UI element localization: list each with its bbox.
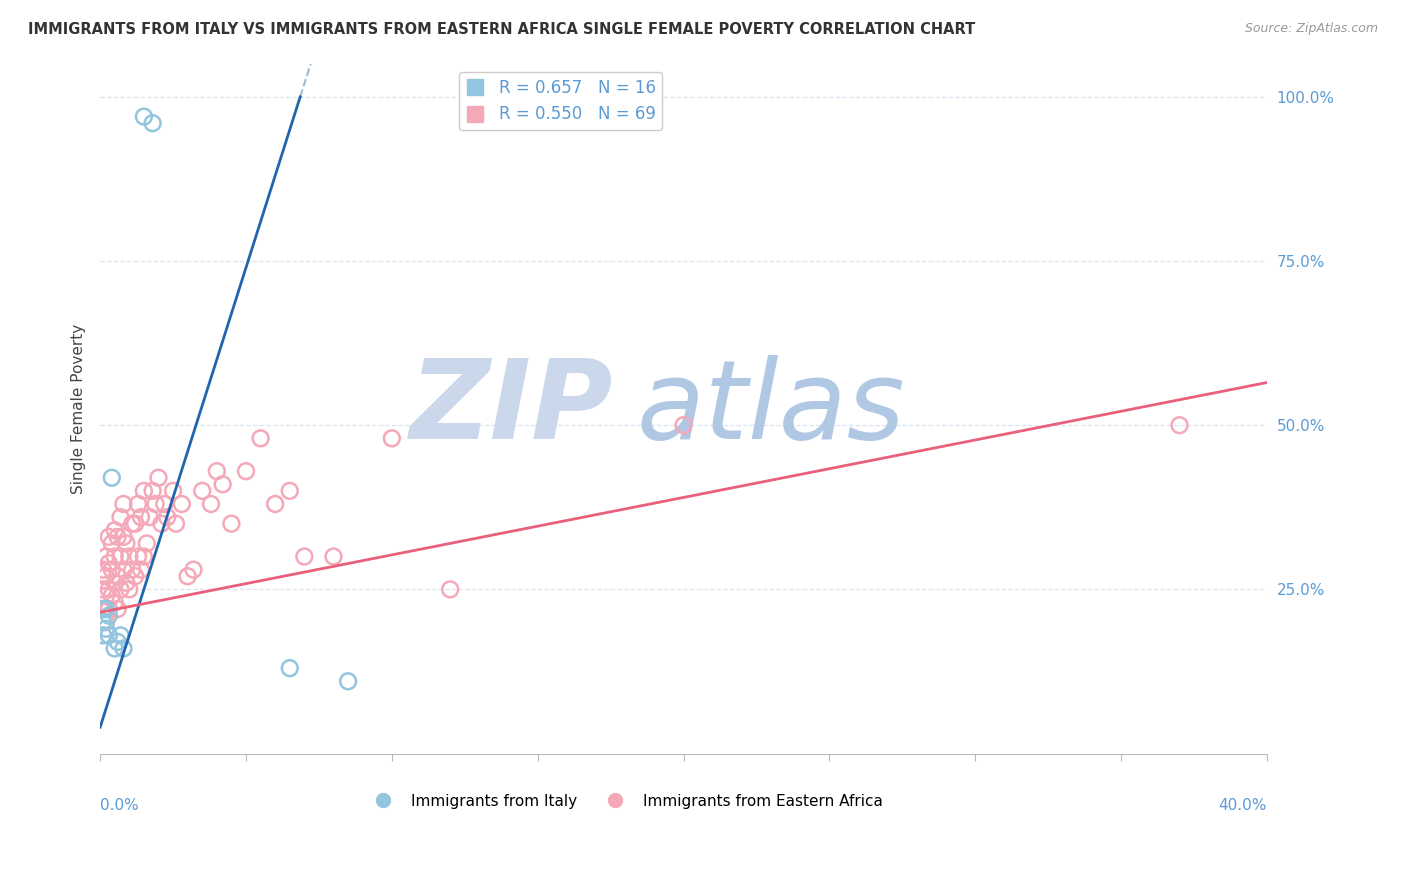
Point	[110, 628, 132, 642]
Text: ZIP: ZIP	[411, 355, 613, 462]
Point	[107, 530, 129, 544]
Point	[278, 483, 301, 498]
Point	[101, 536, 124, 550]
Point	[132, 549, 155, 564]
Point	[91, 628, 114, 642]
Point	[322, 549, 344, 564]
Point	[107, 569, 129, 583]
Point	[156, 510, 179, 524]
Text: Source: ZipAtlas.com: Source: ZipAtlas.com	[1244, 22, 1378, 36]
Point	[94, 615, 117, 630]
Point	[97, 582, 120, 597]
Point	[97, 608, 120, 623]
Point	[162, 483, 184, 498]
Point	[170, 497, 193, 511]
Point	[112, 641, 135, 656]
Point	[145, 497, 167, 511]
Point	[124, 516, 146, 531]
Point	[292, 549, 315, 564]
Point	[132, 110, 155, 124]
Point	[118, 582, 141, 597]
Point	[191, 483, 214, 498]
Point	[107, 635, 129, 649]
Point	[101, 471, 124, 485]
Point	[142, 483, 165, 498]
Point	[121, 563, 143, 577]
Point	[104, 523, 127, 537]
Text: 40.0%: 40.0%	[1219, 798, 1267, 814]
Point	[135, 536, 157, 550]
Point	[138, 510, 160, 524]
Point	[94, 602, 117, 616]
Point	[112, 563, 135, 577]
Point	[165, 516, 187, 531]
Point	[381, 431, 404, 445]
Point	[110, 582, 132, 597]
Point	[91, 602, 114, 616]
Point	[101, 563, 124, 577]
Point	[91, 615, 114, 630]
Point	[91, 563, 114, 577]
Point	[183, 563, 205, 577]
Point	[97, 556, 120, 570]
Point	[112, 530, 135, 544]
Point	[115, 536, 138, 550]
Point	[205, 464, 228, 478]
Point	[150, 516, 173, 531]
Point	[235, 464, 257, 478]
Point	[211, 477, 233, 491]
Point	[142, 116, 165, 130]
Point	[97, 602, 120, 616]
Point	[124, 569, 146, 583]
Point	[118, 549, 141, 564]
Point	[153, 497, 176, 511]
Point	[107, 602, 129, 616]
Point	[129, 510, 152, 524]
Y-axis label: Single Female Poverty: Single Female Poverty	[72, 324, 86, 494]
Point	[129, 563, 152, 577]
Point	[94, 589, 117, 603]
Point	[97, 530, 120, 544]
Legend: Immigrants from Italy, Immigrants from Eastern Africa: Immigrants from Italy, Immigrants from E…	[361, 788, 889, 814]
Point	[110, 510, 132, 524]
Text: atlas: atlas	[637, 355, 905, 462]
Point	[110, 549, 132, 564]
Point	[200, 497, 222, 511]
Point	[439, 582, 461, 597]
Point	[94, 569, 117, 583]
Point	[127, 549, 149, 564]
Point	[91, 602, 114, 616]
Point	[112, 497, 135, 511]
Point	[672, 418, 695, 433]
Point	[148, 471, 170, 485]
Point	[97, 628, 120, 642]
Point	[337, 674, 360, 689]
Point	[249, 431, 271, 445]
Point	[104, 641, 127, 656]
Point	[115, 575, 138, 590]
Point	[132, 483, 155, 498]
Point	[94, 549, 117, 564]
Point	[121, 516, 143, 531]
Point	[104, 575, 127, 590]
Point	[91, 582, 114, 597]
Text: 0.0%: 0.0%	[100, 798, 139, 814]
Text: IMMIGRANTS FROM ITALY VS IMMIGRANTS FROM EASTERN AFRICA SINGLE FEMALE POVERTY CO: IMMIGRANTS FROM ITALY VS IMMIGRANTS FROM…	[28, 22, 976, 37]
Point	[278, 661, 301, 675]
Point	[101, 589, 124, 603]
Point	[127, 497, 149, 511]
Point	[104, 595, 127, 609]
Point	[176, 569, 198, 583]
Point	[221, 516, 243, 531]
Point	[94, 622, 117, 636]
Point	[264, 497, 287, 511]
Point	[104, 549, 127, 564]
Point	[1168, 418, 1191, 433]
